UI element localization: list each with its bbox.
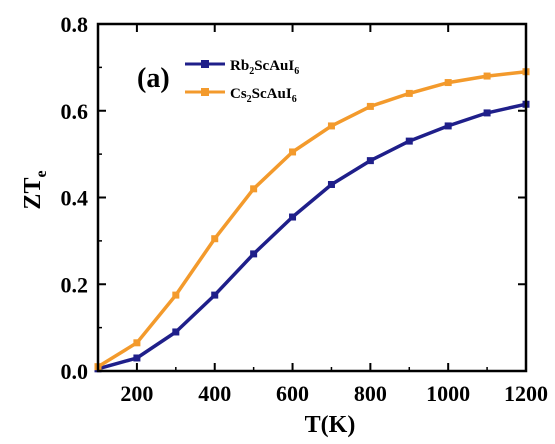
data-point-series-1 bbox=[133, 339, 141, 347]
data-point-series-1 bbox=[366, 102, 374, 110]
data-point-series-0 bbox=[327, 180, 335, 188]
data-point-series-0 bbox=[289, 213, 297, 221]
data-point-series-1 bbox=[444, 79, 452, 87]
y-axis-title-sub: e bbox=[33, 170, 50, 177]
legend-marker-rb bbox=[201, 60, 209, 68]
x-tick-label: 1200 bbox=[504, 381, 548, 406]
x-tick-label: 600 bbox=[276, 381, 309, 406]
data-point-series-0 bbox=[211, 291, 219, 299]
x-tick-label: 200 bbox=[120, 381, 153, 406]
x-tick-label: 400 bbox=[198, 381, 231, 406]
y-tick-label: 0.2 bbox=[61, 272, 89, 297]
legend-marker-cs bbox=[201, 88, 209, 96]
x-axis-title: T(K) bbox=[305, 412, 356, 438]
x-tick-label: 800 bbox=[354, 381, 387, 406]
data-point-series-1 bbox=[483, 72, 491, 80]
axes-layer: 200 400 600 800 1000 1200 0.0 0.2 0.4 0.6 0.8 bbox=[61, 12, 549, 406]
data-point-series-0 bbox=[366, 157, 374, 165]
data-point-series-0 bbox=[250, 250, 258, 258]
data-point-series-1 bbox=[250, 185, 258, 193]
series-line-0 bbox=[97, 102, 527, 371]
legend-item-cs2scauI6: Cs2ScAuI6 bbox=[185, 86, 297, 105]
data-point-series-0 bbox=[444, 122, 452, 130]
y-axis-title: ZTe bbox=[20, 170, 50, 209]
data-point-series-0 bbox=[133, 354, 141, 362]
y-tick-label: 0.4 bbox=[61, 186, 89, 211]
svg-text:ZTe: ZTe bbox=[20, 170, 50, 209]
y-tick-label: 0.6 bbox=[61, 99, 89, 124]
series-line-1 bbox=[97, 69, 527, 369]
data-point-series-0 bbox=[172, 328, 180, 336]
legend: Rb2ScAuI6 Cs2ScAuI6 bbox=[185, 58, 299, 105]
plot-layer bbox=[94, 68, 530, 373]
y-tick-label: 0.8 bbox=[61, 12, 89, 37]
data-point-series-1 bbox=[211, 235, 219, 243]
data-point-series-1 bbox=[289, 148, 297, 156]
legend-item-rb2scauI6: Rb2ScAuI6 bbox=[185, 58, 299, 77]
data-point-series-1 bbox=[405, 89, 413, 97]
y-axis-title-main: ZT bbox=[20, 178, 46, 210]
data-point-series-0 bbox=[483, 109, 491, 117]
legend-label-cs: Cs2ScAuI6 bbox=[230, 86, 297, 105]
panel-label: (a) bbox=[137, 63, 170, 94]
legend-label-rb: Rb2ScAuI6 bbox=[230, 58, 299, 77]
x-tick-label: 1000 bbox=[426, 381, 470, 406]
data-point-series-0 bbox=[405, 137, 413, 145]
y-tick-label: 0.0 bbox=[61, 359, 89, 384]
data-point-series-1 bbox=[327, 122, 335, 130]
data-point-series-1 bbox=[172, 291, 180, 299]
